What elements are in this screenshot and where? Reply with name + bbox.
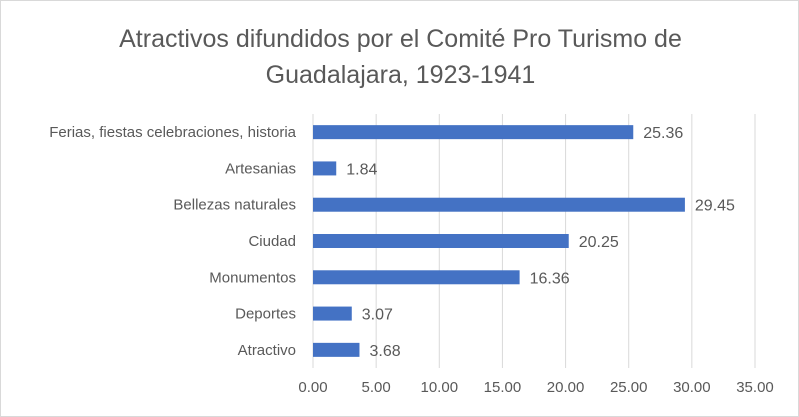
- data-label: 29.45: [695, 198, 735, 215]
- x-tick-label: 15.00: [484, 379, 522, 396]
- chart-title-line-2: Guadalajara, 1923-1941: [265, 61, 536, 89]
- y-category-label: Ferias, fiestas celebraciones, historia: [49, 124, 296, 141]
- y-category-label: Monumentos: [209, 269, 296, 286]
- x-tick-label: 35.00: [736, 379, 774, 396]
- x-tick-label: 0.00: [298, 379, 327, 396]
- bar: [313, 125, 634, 140]
- chart-title-line-1: Atractivos difundidos por el Comité Pro …: [119, 25, 682, 53]
- bar: [313, 197, 685, 212]
- y-category-label: Atractivo: [238, 342, 296, 359]
- x-tick-label: 10.00: [421, 379, 459, 396]
- data-label: 16.36: [530, 270, 570, 287]
- data-label: 20.25: [579, 234, 619, 251]
- y-category-label: Ciudad: [248, 233, 296, 250]
- bar: [313, 342, 360, 357]
- bar: [313, 270, 520, 285]
- data-label: 3.68: [369, 343, 400, 360]
- x-tick-label: 20.00: [547, 379, 585, 396]
- data-label: 3.07: [362, 307, 393, 324]
- chart-title: Atractivos difundidos por el Comité Pro …: [1, 21, 798, 93]
- x-tick-label: 30.00: [673, 379, 711, 396]
- y-category-label: Deportes: [235, 306, 296, 323]
- data-label: 1.84: [346, 161, 377, 178]
- bar: [313, 306, 352, 321]
- bar: [313, 161, 337, 176]
- y-category-label: Bellezas naturales: [173, 197, 296, 214]
- y-category-label: Artesanias: [225, 160, 296, 177]
- x-tick-label: 25.00: [610, 379, 648, 396]
- x-tick-label: 5.00: [362, 379, 391, 396]
- bar: [313, 234, 569, 248]
- data-label: 25.36: [643, 125, 683, 142]
